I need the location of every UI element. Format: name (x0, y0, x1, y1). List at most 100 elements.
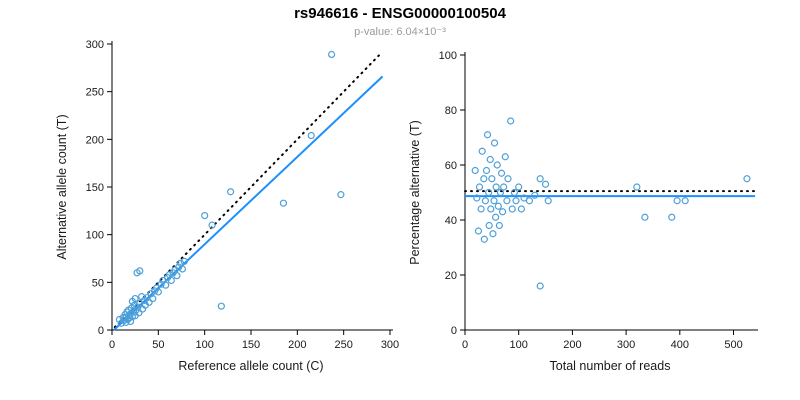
data-point (178, 265, 187, 273)
data-point (495, 221, 503, 230)
data-point (480, 235, 488, 243)
data-point (743, 175, 751, 183)
y-axis-title: Percentage alternative (T) (408, 120, 422, 265)
data-point (474, 227, 483, 235)
data-point (498, 208, 507, 216)
data-point (681, 197, 689, 205)
y-tick-label: 20 (445, 270, 457, 282)
data-point (517, 205, 525, 213)
data-point (544, 197, 552, 205)
y-tick-label: 0 (98, 325, 104, 337)
y-tick-label: 0 (451, 325, 457, 337)
y-tick-label: 80 (445, 105, 457, 117)
data-point (307, 131, 315, 140)
figure-title: rs946616 - ENSG00000100504 (294, 5, 506, 22)
data-point (486, 155, 494, 164)
x-axis-title: Reference allele count (C) (178, 359, 323, 373)
data-point (227, 188, 235, 196)
data-point (471, 166, 479, 175)
data-point (503, 197, 511, 205)
data-point (217, 302, 225, 310)
data-point (512, 197, 520, 205)
data-point (508, 205, 516, 213)
data-point (504, 175, 512, 183)
data-point (536, 175, 544, 183)
x-tick-label: 400 (671, 339, 689, 351)
data-point (481, 197, 490, 205)
x-tick-label: 500 (724, 339, 742, 351)
x-tick-label: 0 (462, 339, 468, 351)
x-tick-label: 0 (109, 339, 115, 351)
x-tick-label: 100 (510, 339, 528, 351)
data-point (668, 213, 676, 221)
data-point (510, 188, 519, 197)
data-point (328, 50, 336, 59)
y-tick-label: 100 (439, 50, 457, 62)
regression-fit (113, 75, 384, 331)
x-tick-label: 300 (381, 339, 399, 351)
figure-subtitle-pvalue: p-value: 6.04×10⁻³ (354, 26, 446, 38)
data-point (162, 281, 170, 289)
data-point (201, 212, 209, 220)
data-point (501, 153, 509, 161)
data-point (489, 230, 497, 238)
data-point (507, 117, 515, 125)
data-point (485, 188, 493, 197)
data-point (145, 298, 153, 306)
y-tick-label: 250 (86, 87, 104, 99)
x-tick-label: 50 (152, 339, 164, 351)
x-tick-label: 300 (617, 339, 635, 351)
data-point (497, 169, 506, 177)
x-tick-label: 250 (334, 339, 352, 351)
data-point (633, 183, 641, 191)
data-point (180, 257, 188, 265)
data-point (492, 183, 500, 191)
data-point (525, 197, 534, 205)
y-tick-label: 300 (86, 39, 104, 51)
data-point (167, 276, 175, 285)
data-point (154, 288, 162, 296)
data-point (152, 284, 161, 292)
data-point (515, 183, 523, 191)
data-point (482, 166, 491, 175)
data-point (490, 139, 499, 147)
data-point (490, 197, 498, 205)
data-point (478, 147, 486, 155)
y-tick-label: 100 (86, 230, 104, 242)
data-point (135, 309, 143, 317)
data-point (496, 188, 505, 197)
data-point (337, 191, 345, 199)
allele-counts-plot: 0 50 100 150 200 250 300 0 50 100 150 200 250 300 Refe… (55, 39, 399, 373)
data-point (115, 315, 124, 324)
data-point (541, 180, 550, 188)
data-point (279, 199, 288, 207)
data-point (492, 213, 500, 221)
data-point (488, 175, 496, 183)
data-point (485, 221, 493, 230)
x-axis-title: Total number of reads (550, 359, 671, 373)
data-point (208, 221, 216, 229)
data-point (531, 191, 539, 199)
data-point (641, 213, 649, 221)
data-point (131, 294, 139, 303)
data-point (520, 194, 528, 202)
percentage-vs-depth-plot: 0 100 200 300 400 500 0 20 40 60 80 100 Total number… (408, 50, 758, 373)
data-point (475, 183, 484, 191)
data-point (477, 205, 485, 213)
x-tick-label: 200 (288, 339, 306, 351)
x-tick-label: 100 (195, 339, 213, 351)
data-point (175, 263, 183, 271)
y-tick-label: 40 (445, 215, 457, 227)
y-tick-label: 150 (86, 182, 104, 194)
data-point (500, 183, 508, 191)
data-point (536, 282, 544, 290)
data-point (157, 280, 165, 288)
data-point (494, 202, 502, 210)
data-point (483, 131, 492, 139)
data-point (493, 161, 501, 169)
y-tick-label: 50 (92, 277, 104, 289)
data-point (473, 194, 481, 202)
data-point (173, 272, 181, 280)
